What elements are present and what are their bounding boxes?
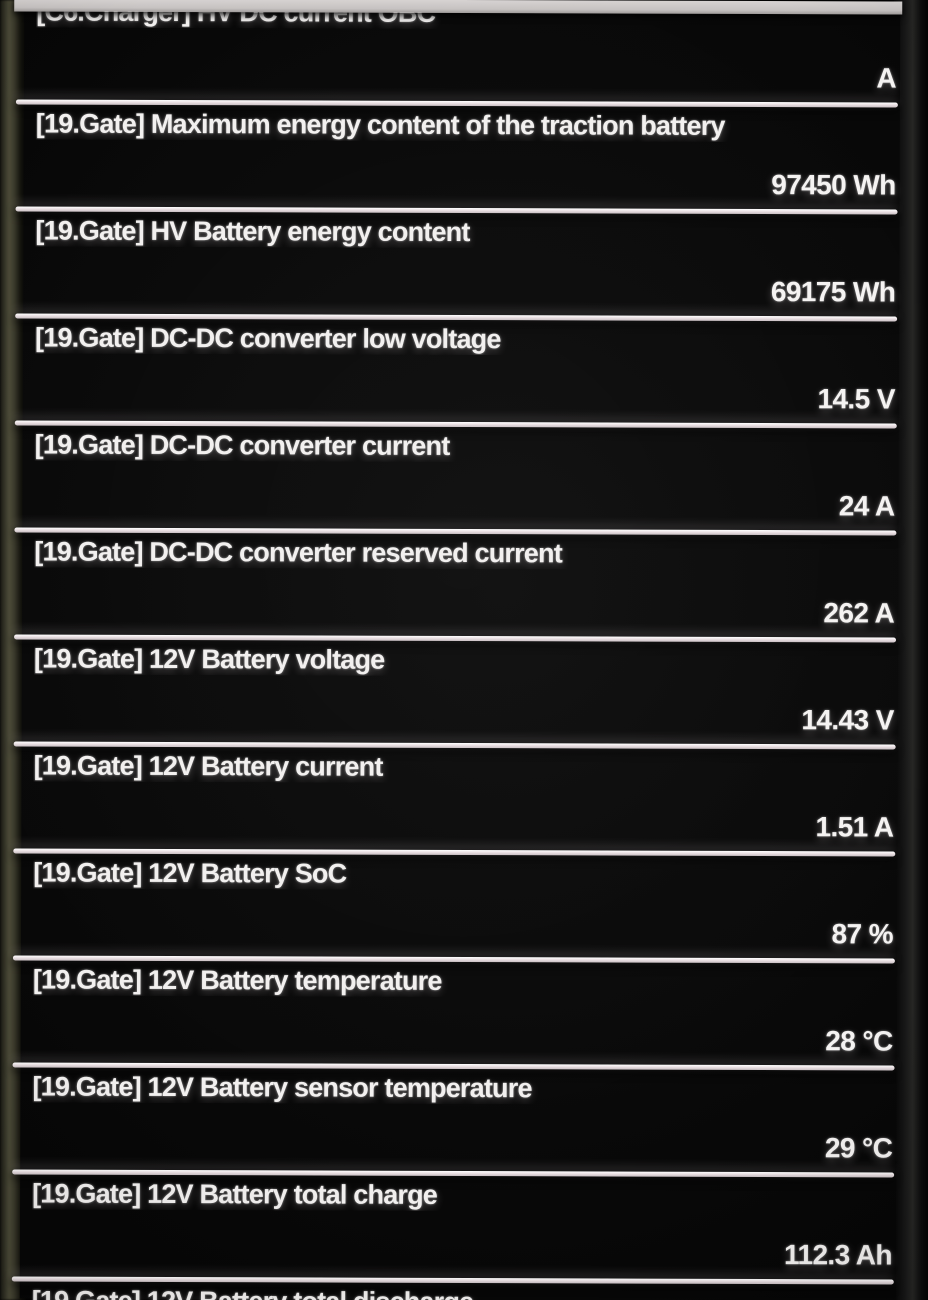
parameter-list[interactable]: [C6.Charger] HV DC current OBC A [19.Gat… (11, 0, 901, 1300)
parameter-value: 97450 Wh (771, 169, 896, 201)
parameter-label: [19.Gate] 12V Battery current (33, 750, 383, 782)
parameter-row[interactable]: [19.Gate] DC-DC converter current 24 A (14, 425, 898, 536)
parameter-label: [19.Gate] DC-DC converter reserved curre… (34, 536, 562, 569)
app-screen: [C6.Charger] HV DC current OBC A [19.Gat… (11, 0, 903, 1300)
parameter-label: [19.Gate] DC-DC converter low voltage (35, 322, 501, 355)
parameter-label: [19.Gate] 12V Battery temperature (32, 964, 442, 996)
parameter-row[interactable]: [19.Gate] 12V Battery sensor temperature… (12, 1067, 896, 1178)
parameter-row[interactable]: [19.Gate] 12V Battery temperature 28 °C (12, 960, 897, 1071)
parameter-label: [19.Gate] 12V Battery total discharge (32, 1286, 890, 1300)
parameter-value: 14.5 V (817, 383, 895, 415)
parameter-value: 69175 Wh (770, 276, 896, 308)
parameter-value: 24 A (838, 490, 895, 522)
parameter-row[interactable]: [19.Gate] 12V Battery voltage 14.43 V (13, 639, 898, 750)
parameter-value: 112.3 Ah (784, 1239, 892, 1271)
parameter-row[interactable]: [19.Gate] Maximum energy content of the … (15, 104, 900, 215)
parameter-label: [19.Gate] HV Battery energy content (35, 215, 470, 248)
parameter-row[interactable]: [19.Gate] 12V Battery total discharge (19, 1281, 895, 1300)
parameter-value: 262 A (823, 597, 895, 629)
parameter-row[interactable]: [19.Gate] 12V Battery current 1.51 A (13, 746, 897, 857)
parameter-row[interactable]: [19.Gate] DC-DC converter reserved curre… (14, 532, 898, 643)
parameter-value: A (876, 62, 897, 94)
parameter-value: 29 °C (824, 1132, 893, 1164)
parameter-value: 87 % (831, 918, 894, 950)
parameter-row[interactable]: [19.Gate] 12V Battery total charge 112.3… (11, 1174, 896, 1285)
parameter-value: 14.43 V (801, 704, 894, 736)
parameter-label: [19.Gate] 12V Battery total charge (32, 1178, 438, 1210)
parameter-value: 28 °C (825, 1025, 893, 1057)
parameter-label: [19.Gate] Maximum energy content of the … (35, 108, 725, 141)
parameter-row[interactable]: [19.Gate] DC-DC converter low voltage 14… (14, 318, 899, 429)
parameter-value: 1.51 A (815, 811, 894, 843)
parameter-label: [19.Gate] 12V Battery voltage (33, 643, 385, 675)
phone-bezel-right (894, 0, 928, 1300)
parameter-row[interactable]: [19.Gate] 12V Battery SoC 87 % (12, 853, 897, 964)
parameter-label: [19.Gate] 12V Battery SoC (33, 857, 347, 889)
parameter-label: [19.Gate] DC-DC converter current (34, 429, 450, 461)
parameter-row[interactable]: [C6.Charger] HV DC current OBC A (15, 0, 900, 108)
parameter-row[interactable]: [19.Gate] HV Battery energy content 6917… (15, 211, 899, 322)
parameter-label: [19.Gate] 12V Battery sensor temperature (32, 1071, 532, 1104)
